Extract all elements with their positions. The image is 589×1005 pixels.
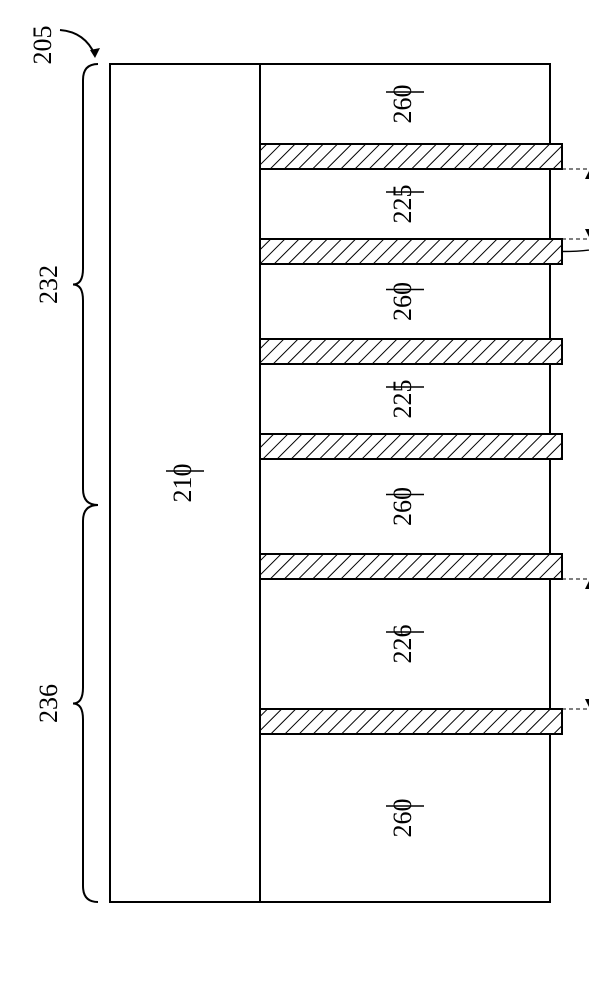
figure-ref-arrow [60, 30, 95, 55]
hatched-layer [260, 709, 562, 734]
range-label: 236 [34, 684, 63, 723]
figure-ref: 205 [28, 26, 57, 65]
layer-label: 260 [388, 85, 417, 124]
hatched-layer [260, 144, 562, 169]
layer-label: 260 [388, 487, 417, 526]
substrate-label: 210 [168, 464, 197, 503]
callout-leader [562, 232, 589, 252]
range-brace [73, 505, 98, 902]
layer-label: 226 [388, 625, 417, 664]
layer-label: 260 [388, 799, 417, 838]
diagram-container: 210260225W1240260225260226W2260232236205 [0, 0, 589, 1000]
range-label: 232 [34, 265, 63, 304]
hatched-layer [260, 339, 562, 364]
layer-label: 225 [388, 185, 417, 224]
range-brace [73, 64, 98, 505]
layer-label: 225 [388, 380, 417, 419]
layer-label: 260 [388, 282, 417, 321]
diagram-svg: 210260225W1240260225260226W2260232236205 [0, 0, 589, 1000]
hatched-layer [260, 239, 562, 264]
hatched-layer [260, 434, 562, 459]
hatched-layer [260, 554, 562, 579]
